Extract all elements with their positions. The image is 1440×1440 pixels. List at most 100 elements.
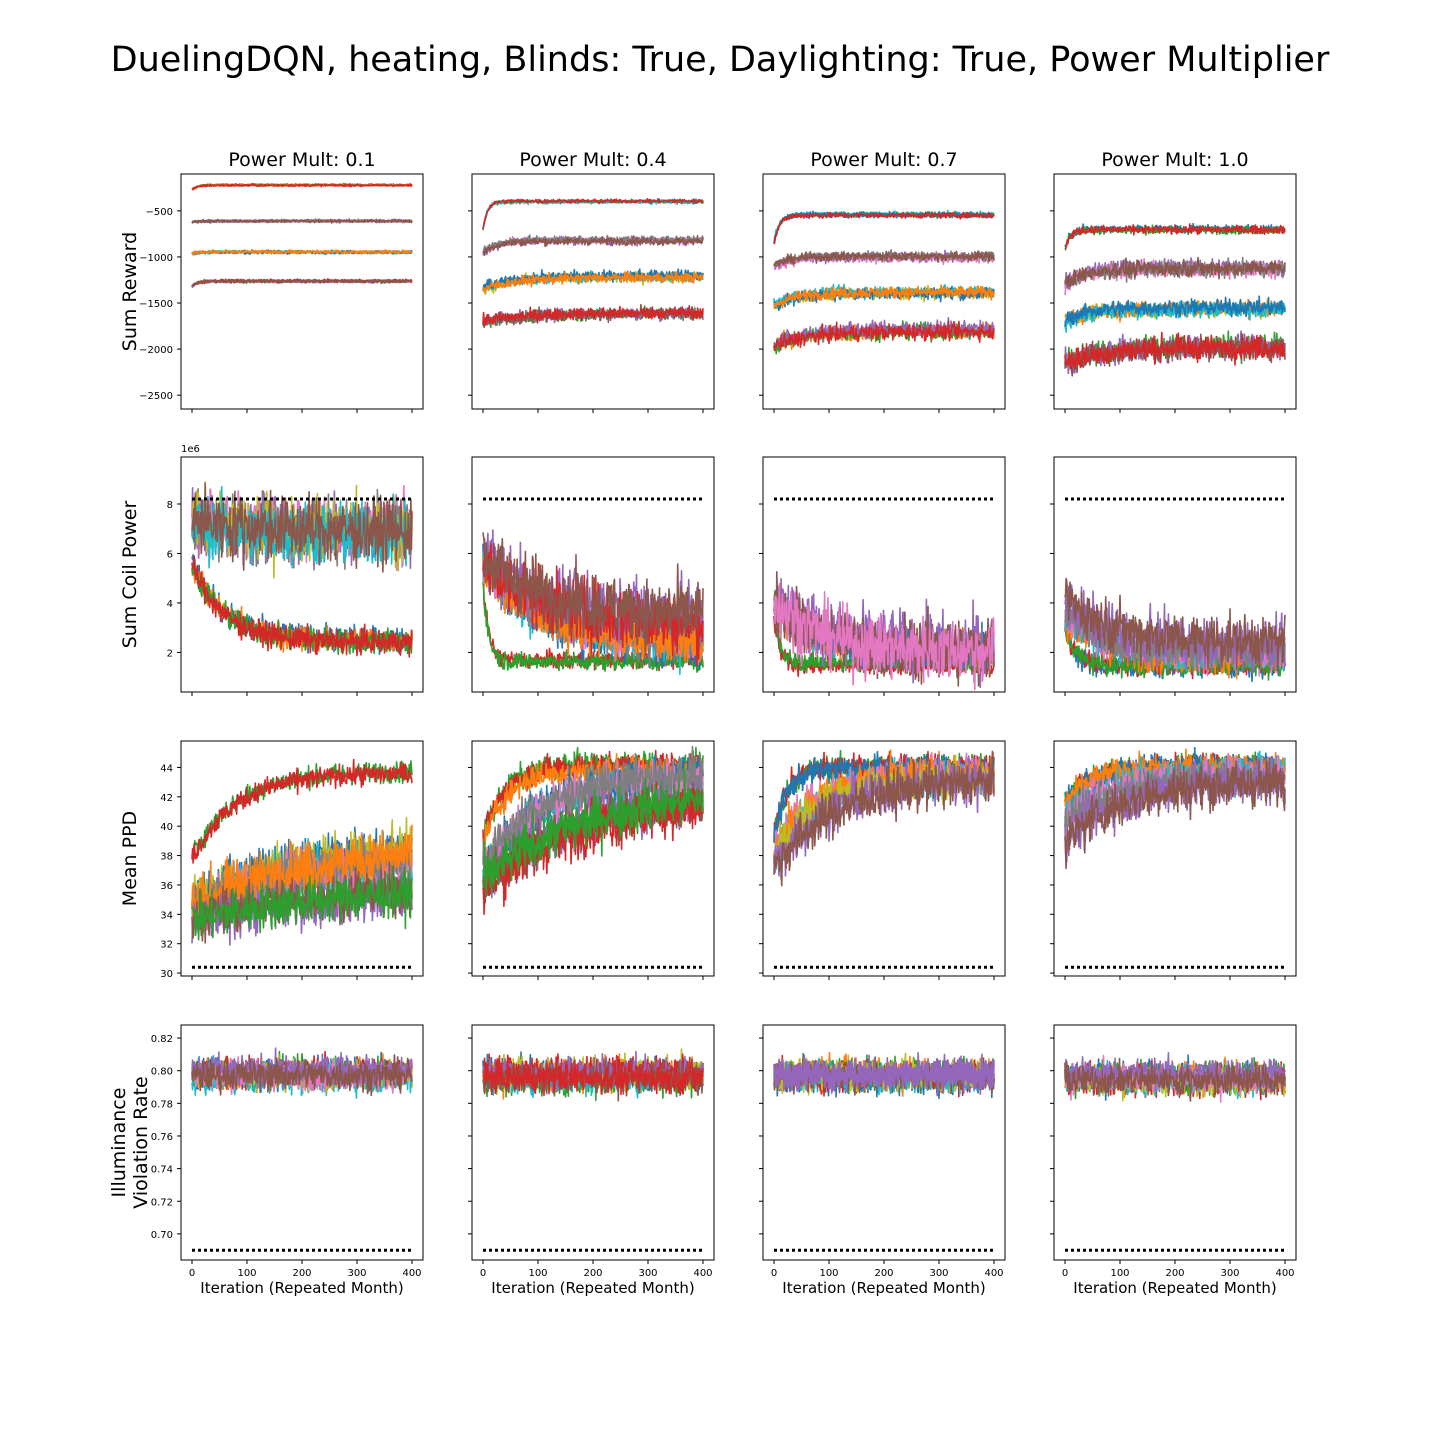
series-group	[482, 745, 704, 916]
column-title: Power Mult: 1.0	[1101, 149, 1248, 171]
x-tick-label: 400	[984, 1268, 1003, 1279]
x-tick-label: 300	[1220, 1268, 1239, 1279]
panel-r0-c2: Power Mult: 0.7	[759, 149, 1006, 413]
series-line-8	[1064, 577, 1286, 672]
x-axis-label: Iteration (Repeated Month)	[491, 1279, 694, 1297]
x-tick-label: 400	[693, 1268, 712, 1279]
panel-r0-c1: Power Mult: 0.4	[468, 149, 715, 413]
y-tick-label: 42	[160, 793, 173, 804]
series-group	[1064, 1052, 1286, 1103]
series-group	[773, 570, 995, 691]
series-line-9	[482, 532, 704, 657]
panel-r0-c0: −2500 −2000 −1500 −1000 −500 Power Mult: 0.1 S…	[119, 149, 424, 413]
series-group	[773, 1051, 995, 1099]
series-line-1	[482, 582, 704, 673]
x-tick-label: 100	[237, 1268, 256, 1279]
x-axis-label: Iteration (Repeated Month)	[782, 1279, 985, 1297]
panel-grid: −2500 −2000 −1500 −1000 −500 Power Mult: 0.1 S…	[108, 149, 1297, 1297]
series-line-15	[191, 278, 413, 287]
y-tick-label: 38	[160, 852, 173, 863]
y-tick-label: −2000	[139, 345, 173, 356]
series-line-8	[191, 1054, 413, 1097]
series-line-7	[773, 250, 995, 268]
x-tick-label: 400	[402, 1268, 421, 1279]
series-line-3	[482, 197, 704, 230]
series-line-7	[482, 236, 704, 256]
x-tick-label: 200	[1165, 1268, 1184, 1279]
x-tick-label: 200	[874, 1268, 893, 1279]
y-axis-label: Illuminance	[108, 1088, 130, 1198]
series-group	[482, 197, 704, 329]
y-tick-label: 0.78	[151, 1099, 173, 1110]
x-tick-label: 400	[1275, 1268, 1294, 1279]
y-tick-label: 0.76	[151, 1132, 173, 1143]
x-tick-label: 100	[1110, 1268, 1129, 1279]
series-line-14	[1064, 331, 1286, 371]
series-group	[191, 182, 413, 289]
column-title: Power Mult: 0.4	[519, 149, 666, 171]
series-group	[191, 1047, 413, 1099]
series-line-11	[191, 249, 413, 256]
x-tick-label: 0	[1062, 1268, 1068, 1279]
column-title: Power Mult: 0.7	[810, 149, 957, 171]
y-tick-label: 30	[160, 969, 173, 980]
x-tick-label: 300	[929, 1268, 948, 1279]
series-line-3	[191, 555, 413, 658]
series-line-3	[773, 211, 995, 245]
panel-r1-c3	[1050, 456, 1297, 696]
x-tick-label: 300	[347, 1268, 366, 1279]
series-line-8	[773, 582, 995, 691]
series-line-7	[191, 824, 413, 933]
y-tick-label: 34	[160, 910, 173, 921]
y-axis-label: Violation Rate	[130, 1076, 152, 1208]
y-tick-label: 44	[160, 763, 173, 774]
x-tick-label: 0	[480, 1268, 486, 1279]
y-axis-label: Sum Reward	[119, 232, 141, 351]
panel-r2-c0: 30 32 34 36 38 40 42 44 Mean PPD	[119, 740, 424, 980]
figure-title: DuelingDQN, heating, Blinds: True, Dayli…	[111, 40, 1330, 80]
series-line-9	[191, 482, 413, 573]
x-tick-label: 100	[819, 1268, 838, 1279]
y-offset-text: 1e6	[181, 444, 200, 455]
series-group	[482, 529, 704, 676]
y-tick-label: 6	[167, 549, 173, 560]
y-tick-label: 0.80	[151, 1067, 173, 1078]
y-axis-label: Mean PPD	[119, 811, 141, 906]
series-group	[1064, 577, 1286, 683]
x-tick-label: 300	[638, 1268, 657, 1279]
y-tick-label: −2500	[139, 391, 173, 402]
y-tick-label: 32	[160, 940, 173, 951]
series-line-7	[191, 218, 413, 224]
x-tick-label: 100	[528, 1268, 547, 1279]
x-tick-label: 0	[771, 1268, 777, 1279]
panel-r1-c0: 2 4 6 8 1e6 Sum Coil Power	[119, 444, 424, 696]
column-title: Power Mult: 0.1	[228, 149, 375, 171]
series-group	[1064, 746, 1286, 870]
panel-r1-c1	[468, 456, 715, 696]
panel-r2-c2	[759, 740, 1006, 980]
y-tick-label: 8	[167, 500, 173, 511]
series-line-11	[773, 284, 995, 310]
series-line-8	[773, 750, 995, 887]
y-axis-label: Sum Coil Power	[119, 501, 141, 649]
y-tick-label: 0.74	[151, 1165, 173, 1176]
x-tick-label: 0	[189, 1268, 195, 1279]
series-group	[773, 749, 995, 887]
series-line-7	[1064, 584, 1286, 674]
x-tick-label: 200	[583, 1268, 602, 1279]
y-tick-label: 2	[167, 648, 173, 659]
series-line-11	[482, 270, 704, 293]
series-group	[1064, 222, 1286, 377]
series-line-10	[482, 765, 704, 898]
series-line-8	[482, 1055, 704, 1097]
x-axis-label: Iteration (Repeated Month)	[200, 1279, 403, 1297]
y-tick-label: 0.82	[151, 1034, 173, 1045]
y-tick-label: 4	[167, 599, 173, 610]
x-axis-label: Iteration (Repeated Month)	[1073, 1279, 1276, 1297]
series-line-1	[191, 758, 413, 864]
series-line-6	[482, 745, 704, 884]
y-tick-label: 36	[160, 881, 173, 892]
series-line-6	[1064, 256, 1286, 288]
